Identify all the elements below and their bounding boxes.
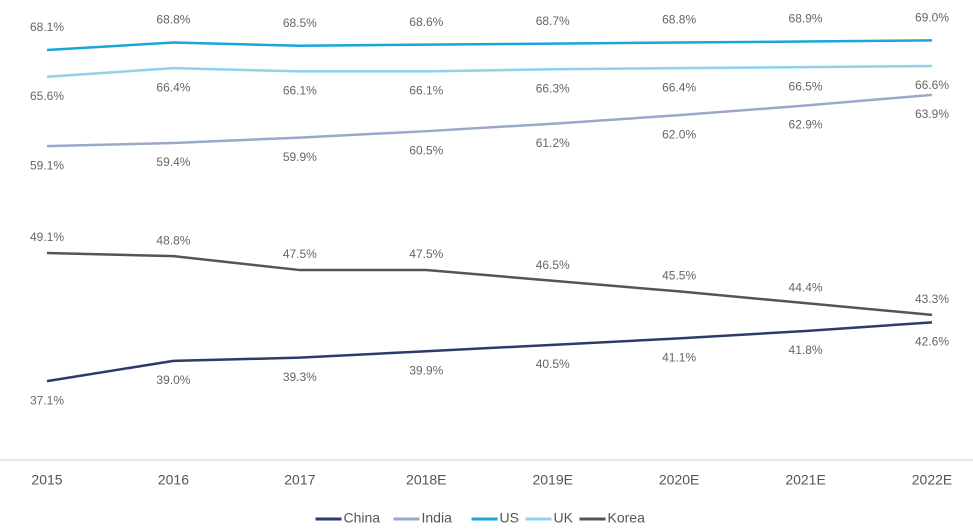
series-line [46, 321, 933, 383]
x-tick-label: 2015 [31, 472, 62, 488]
value-label: 62.0% [662, 127, 696, 141]
value-label: 59.9% [283, 150, 317, 164]
value-label: 66.1% [409, 84, 443, 98]
value-label: 61.2% [536, 136, 570, 150]
legend-label: UK [554, 510, 574, 526]
value-label: 49.1% [30, 230, 64, 244]
value-label: 39.9% [409, 363, 443, 377]
legend-label: US [500, 510, 519, 526]
x-tick-label: 2020E [659, 472, 699, 488]
x-tick-label: 2017 [284, 472, 315, 488]
value-label: 41.8% [789, 343, 823, 357]
value-label: 45.5% [662, 269, 696, 283]
x-tick-label: 2021E [785, 472, 825, 488]
value-label: 68.8% [156, 13, 190, 27]
value-label: 43.3% [915, 292, 949, 306]
value-label: 68.5% [283, 16, 317, 30]
value-label: 62.9% [789, 118, 823, 132]
value-label: 66.4% [156, 80, 190, 94]
x-tick-label: 2019E [532, 472, 572, 488]
value-label: 66.6% [915, 78, 949, 92]
legend-label: Korea [608, 510, 646, 526]
x-tick-label: 2022E [912, 472, 952, 488]
value-label: 68.8% [662, 13, 696, 27]
x-tick-label: 2016 [158, 472, 189, 488]
value-label: 68.6% [409, 15, 443, 29]
value-label: 66.5% [789, 79, 823, 93]
value-label: 63.9% [915, 107, 949, 121]
value-label: 47.5% [283, 247, 317, 261]
value-label: 40.5% [536, 357, 570, 371]
value-label: 66.4% [662, 80, 696, 94]
value-label: 46.5% [536, 258, 570, 272]
series-line [46, 93, 933, 148]
x-tick-label: 2018E [406, 472, 446, 488]
value-label: 42.6% [915, 335, 949, 349]
legend-label: China [344, 510, 381, 526]
value-label: 68.7% [536, 14, 570, 28]
series-line [46, 251, 933, 317]
value-label: 66.1% [283, 84, 317, 98]
value-label: 39.3% [283, 370, 317, 384]
series-line [46, 39, 933, 52]
value-label: 60.5% [409, 143, 443, 157]
legend-label: India [422, 510, 453, 526]
value-label: 44.4% [789, 280, 823, 294]
value-label: 39.0% [156, 373, 190, 387]
series-line [46, 64, 933, 78]
value-label: 41.1% [662, 351, 696, 365]
value-label: 68.9% [789, 12, 823, 26]
value-label: 37.1% [30, 393, 64, 407]
value-label: 69.0% [915, 11, 949, 25]
value-label: 65.6% [30, 89, 64, 103]
value-label: 48.8% [156, 233, 190, 247]
value-label: 66.3% [536, 81, 570, 95]
value-label: 59.4% [156, 155, 190, 169]
value-label: 47.5% [409, 247, 443, 261]
value-label: 68.1% [30, 20, 64, 34]
value-label: 59.1% [30, 158, 64, 172]
